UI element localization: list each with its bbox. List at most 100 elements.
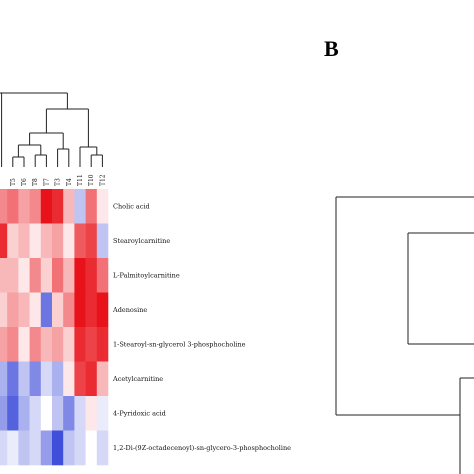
- heatmap-cell: [0, 292, 8, 328]
- heatmap-cell: [74, 189, 86, 224]
- heatmap-cell: [52, 258, 64, 293]
- heatmap-cell: [85, 361, 98, 397]
- heatmap-cell: [18, 292, 30, 328]
- heatmap-cell: [96, 361, 109, 397]
- column-label: T10: [88, 174, 95, 186]
- heatmap-cell: [96, 327, 109, 362]
- heatmap-cell: [40, 223, 53, 259]
- heatmap-cell: [96, 223, 109, 259]
- heatmap-cell: [85, 223, 98, 259]
- heatmap-cell: [18, 189, 30, 224]
- heatmap-cell: [74, 223, 86, 259]
- heatmap-cell: [74, 327, 86, 362]
- heatmap-cell: [85, 430, 98, 466]
- heatmap-cell: [29, 189, 42, 224]
- heatmap-cell: [7, 189, 19, 224]
- heatmap-cell: [40, 258, 53, 293]
- heatmap-cell: [96, 258, 109, 293]
- heatmap-cell: [63, 361, 75, 397]
- heatmap-cell: [7, 361, 19, 397]
- heatmap-cell: [52, 189, 64, 224]
- panel-b-dendrogram: [335, 196, 474, 474]
- heatmap-cell: [52, 430, 64, 466]
- heatmap-cell: [29, 223, 42, 259]
- heatmap-cell: [63, 327, 75, 362]
- column-label: T11: [77, 174, 84, 186]
- heatmap-cell: [29, 292, 42, 328]
- column-label: T12: [99, 174, 106, 186]
- heatmap-cell: [40, 189, 53, 224]
- heatmap-cell: [40, 430, 53, 466]
- heatmap-cell: [7, 292, 19, 328]
- heatmap-cell: [52, 292, 64, 328]
- heatmap-cell: [52, 327, 64, 362]
- heatmap-cell: [85, 189, 98, 224]
- heatmap-cell: [40, 327, 53, 362]
- heatmap-cell: [74, 361, 86, 397]
- heatmap-cell: [63, 292, 75, 328]
- heatmap-cell: [0, 361, 8, 397]
- heatmap-cell: [52, 396, 64, 431]
- row-label: 1-Stearoyl-sn-glycerol 3-phosphocholine: [113, 340, 246, 348]
- column-labels: T5 T6 T8 T7 T3 T4 T11 T10 T12: [10, 174, 107, 186]
- column-label: T5: [10, 178, 17, 186]
- heatmap-cell: [29, 361, 42, 397]
- heatmap-cell: [63, 430, 75, 466]
- heatmap-cell: [18, 361, 30, 397]
- heatmap-cell: [74, 396, 86, 431]
- heatmap-cell: [18, 258, 30, 293]
- heatmap-cell: [85, 396, 98, 431]
- row-label: L-Palmitoylcarnitine: [113, 271, 180, 279]
- heatmap-cell: [0, 223, 8, 259]
- heatmap-cell: [29, 430, 42, 466]
- heatmap-cell: [7, 258, 19, 293]
- column-dendrogram: [0, 92, 103, 167]
- panel-b-label: B: [324, 36, 339, 61]
- heatmap-cell: [52, 361, 64, 397]
- row-label: Stearoylcarnitine: [113, 237, 170, 245]
- heatmap-cell: [0, 396, 8, 431]
- column-label: T4: [66, 178, 73, 186]
- heatmap-cell: [40, 396, 53, 431]
- heatmap-cell: [18, 396, 30, 431]
- heatmap-cell: [63, 223, 75, 259]
- row-label: Cholic acid: [113, 202, 150, 210]
- heatmap-cell: [0, 430, 8, 466]
- heatmap-cell: [52, 223, 64, 259]
- heatmap-cell: [18, 430, 30, 466]
- panel-a-heatmap: [0, 189, 109, 466]
- row-label: Acetylcarnitine: [112, 375, 163, 383]
- column-label: T8: [32, 178, 39, 186]
- row-label: 1,2-Di-(9Z-octadecenoyl)-sn-glycero-3-ph…: [113, 444, 291, 452]
- column-label: T3: [55, 178, 62, 186]
- heatmap-cell: [0, 258, 8, 293]
- heatmap-cell: [7, 327, 19, 362]
- row-label: 4-Pyridoxic acid: [113, 409, 166, 417]
- heatmap-cell: [63, 258, 75, 293]
- heatmap-cell: [96, 189, 109, 224]
- heatmap-cell: [74, 430, 86, 466]
- heatmap-cell: [7, 223, 19, 259]
- column-label: T7: [43, 178, 50, 186]
- heatmap-cell: [40, 292, 53, 328]
- heatmap-cell: [96, 292, 109, 328]
- heatmap-cell: [85, 327, 98, 362]
- row-label: Adenosine: [112, 306, 147, 314]
- heatmap-cell: [63, 189, 75, 224]
- heatmap-cell: [7, 430, 19, 466]
- heatmap-cell: [74, 292, 86, 328]
- heatmap-cell: [85, 292, 98, 328]
- heatmap-cell: [85, 258, 98, 293]
- heatmap-cell: [0, 189, 8, 224]
- column-label: T6: [21, 178, 28, 186]
- row-labels: Cholic acid Stearoylcarnitine L-Palmitoylc…: [112, 202, 291, 452]
- heatmap-cell: [29, 396, 42, 431]
- heatmap-cell: [18, 327, 30, 362]
- heatmap-cell: [96, 430, 109, 466]
- heatmap-cell: [63, 396, 75, 431]
- heatmap-cell: [40, 361, 53, 397]
- heatmap-cell: [74, 258, 86, 293]
- heatmap-cell: [18, 223, 30, 259]
- heatmap-cell: [29, 327, 42, 362]
